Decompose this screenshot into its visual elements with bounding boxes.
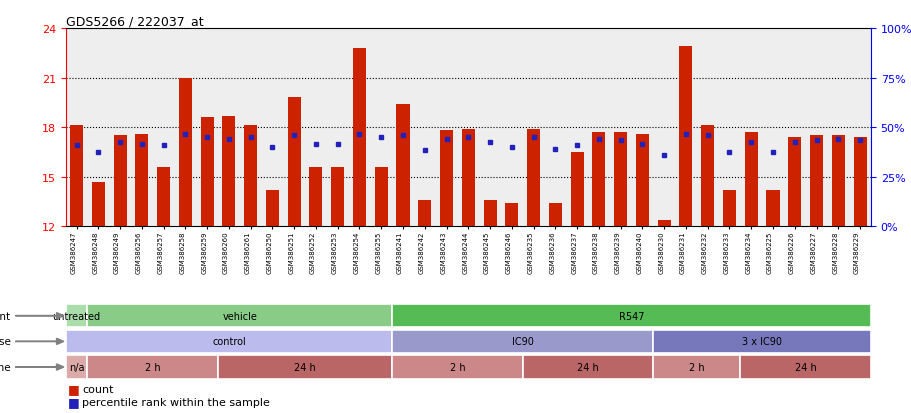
Text: percentile rank within the sample: percentile rank within the sample: [82, 396, 270, 407]
Text: ■: ■: [67, 395, 79, 408]
Bar: [70, 126, 83, 227]
Bar: [570, 152, 583, 227]
Text: count: count: [82, 384, 114, 394]
Bar: [135, 134, 148, 227]
Text: 24 h: 24 h: [577, 362, 599, 372]
Bar: [287, 98, 301, 227]
Bar: [613, 133, 627, 227]
FancyBboxPatch shape: [392, 356, 522, 379]
Bar: [722, 190, 735, 227]
Text: 2 h: 2 h: [145, 362, 160, 372]
Text: control: control: [211, 337, 245, 347]
Bar: [483, 200, 496, 227]
Bar: [548, 204, 561, 227]
Bar: [701, 126, 713, 227]
Text: agent: agent: [0, 311, 11, 321]
Text: 24 h: 24 h: [793, 362, 815, 372]
Bar: [461, 129, 475, 227]
FancyBboxPatch shape: [87, 356, 218, 379]
Text: dose: dose: [0, 337, 11, 347]
Bar: [222, 116, 235, 227]
Bar: [374, 167, 387, 227]
FancyBboxPatch shape: [740, 356, 870, 379]
Text: untreated: untreated: [53, 311, 100, 321]
Bar: [244, 126, 257, 227]
Bar: [853, 138, 865, 227]
Text: 2 h: 2 h: [689, 362, 704, 372]
Bar: [114, 136, 127, 227]
Bar: [157, 167, 170, 227]
FancyBboxPatch shape: [522, 356, 652, 379]
FancyBboxPatch shape: [652, 356, 740, 379]
Text: R547: R547: [619, 311, 643, 321]
Bar: [266, 190, 279, 227]
Bar: [439, 131, 453, 227]
Text: 24 h: 24 h: [294, 362, 315, 372]
Bar: [505, 204, 517, 227]
Bar: [765, 190, 779, 227]
Bar: [331, 167, 343, 227]
Bar: [309, 167, 322, 227]
FancyBboxPatch shape: [392, 330, 652, 353]
Bar: [200, 118, 213, 227]
Text: n/a: n/a: [68, 362, 84, 372]
Text: ■: ■: [67, 382, 79, 395]
Text: 3 x IC90: 3 x IC90: [742, 337, 782, 347]
FancyBboxPatch shape: [87, 304, 392, 328]
Text: IC90: IC90: [511, 337, 533, 347]
Bar: [418, 200, 431, 227]
FancyBboxPatch shape: [392, 304, 870, 328]
FancyBboxPatch shape: [66, 304, 87, 328]
Bar: [179, 78, 191, 227]
FancyBboxPatch shape: [66, 330, 392, 353]
Text: GDS5266 / 222037_at: GDS5266 / 222037_at: [66, 15, 203, 28]
Bar: [787, 138, 801, 227]
Bar: [396, 105, 409, 227]
Bar: [592, 133, 605, 227]
FancyBboxPatch shape: [66, 356, 87, 379]
Bar: [92, 182, 105, 227]
Bar: [657, 220, 670, 227]
Bar: [527, 129, 539, 227]
FancyBboxPatch shape: [218, 356, 392, 379]
FancyBboxPatch shape: [652, 330, 870, 353]
Bar: [831, 136, 844, 227]
Bar: [353, 49, 365, 227]
Bar: [809, 136, 822, 227]
Bar: [744, 133, 757, 227]
Text: 2 h: 2 h: [449, 362, 465, 372]
Text: time: time: [0, 362, 11, 372]
Bar: [679, 47, 691, 227]
Bar: [635, 134, 649, 227]
Text: vehicle: vehicle: [222, 311, 257, 321]
